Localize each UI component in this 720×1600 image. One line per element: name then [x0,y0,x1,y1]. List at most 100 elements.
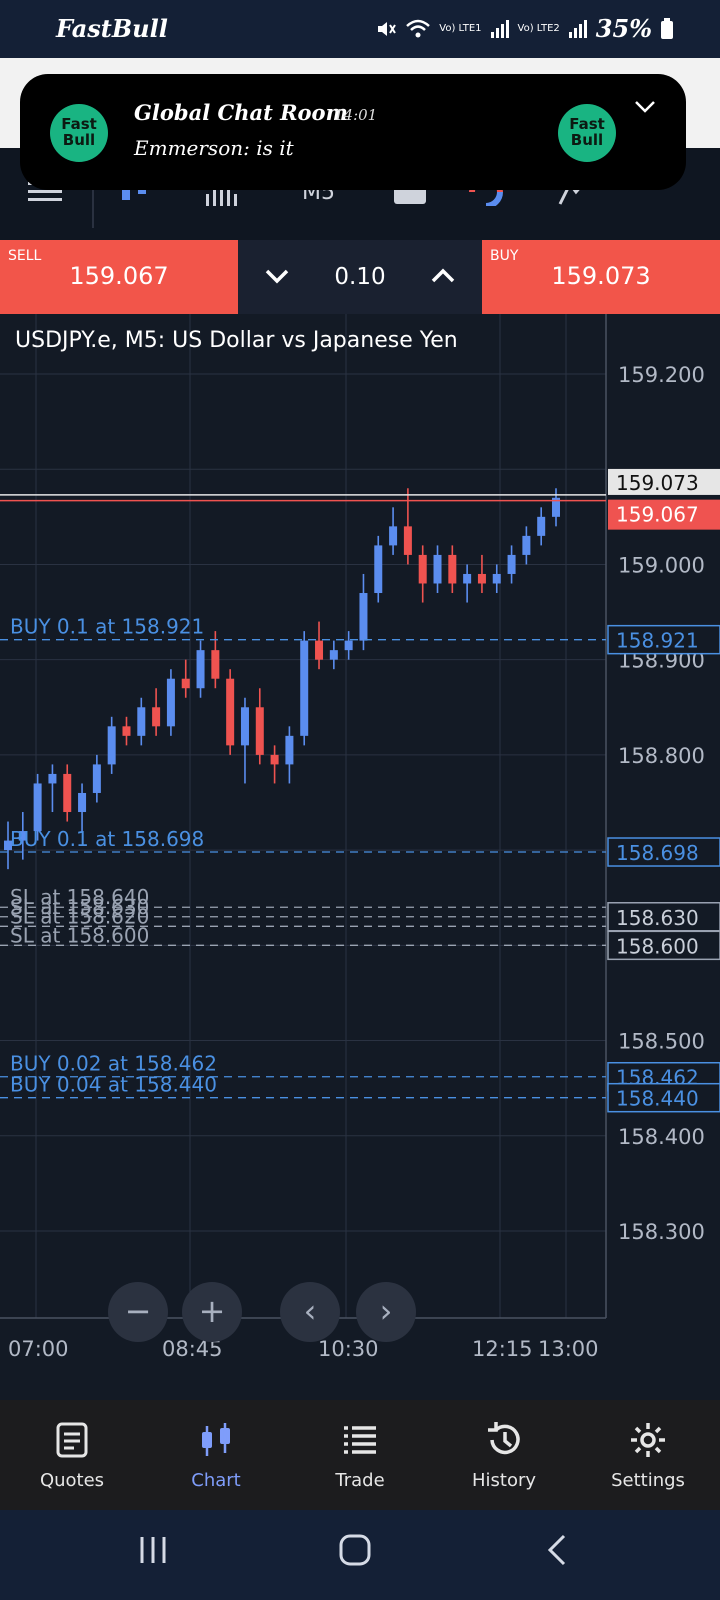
candle-body [240,707,249,746]
order-price-tag-text: 158.698 [616,841,699,865]
sell-button[interactable]: SELL 159.067 [0,240,238,314]
price-chart[interactable]: 159.200 159.000 158.900 158.800 158.500 158.4… [0,314,720,1400]
candle-body [329,650,338,660]
expand-chevron-icon[interactable] [634,100,656,114]
candle-body [63,773,72,813]
candle [552,488,560,527]
nav-settings-label: Settings [611,1470,685,1491]
buy-price: 159.073 [551,262,651,290]
candle-body [78,792,87,813]
candle [33,773,42,841]
candle [359,573,368,651]
back-icon[interactable] [546,1534,568,1566]
zoom-in-button[interactable]: + [182,1282,242,1342]
nav-chart[interactable]: Chart [144,1400,288,1510]
objects-icon[interactable] [392,182,428,206]
nav-history-label: History [471,1470,537,1491]
sell-price: 159.067 [69,262,169,290]
candle-body [537,516,546,536]
candle-body [359,593,368,641]
battery-icon [661,17,673,39]
fastbull-logo-left: Fast Bull [50,104,108,162]
candle-body [300,640,309,736]
history-icon [488,1422,520,1455]
nav-trade-label: Trade [335,1470,385,1491]
quotes-icon [56,1422,88,1458]
scroll-left-button[interactable]: ‹ [280,1282,340,1342]
nav-settings[interactable]: Settings [576,1400,720,1510]
indicator-icon[interactable] [204,184,240,206]
candle [240,697,249,784]
sl-line-label: SL at 158.630 [10,895,149,919]
candle-body [389,526,398,546]
battery-percent: 35% [595,14,652,43]
notification-title: Global Chat Room [134,100,348,125]
recent-apps-icon[interactable] [138,1534,168,1566]
wifi-icon [406,19,431,37]
mute-icon [378,21,397,36]
system-nav-bar [0,1510,720,1600]
trade-bar: SELL 159.067 0.10 BUY 159.073 [0,240,720,314]
chat-notification[interactable]: Fast Bull Global Chat Room 14:01 Emmerso… [20,74,686,190]
price-axis-label: 159.000 [618,553,705,577]
network-2-label: Vo) LTE2 [517,22,560,34]
candle-body [463,573,472,584]
order-price-tag-text: 158.440 [616,1087,699,1111]
volume-value[interactable]: 0.10 [334,264,386,290]
candle-body [403,526,412,555]
candle [329,640,338,670]
time-axis-label: 07:00 [8,1337,69,1361]
signal-1-icon [490,19,509,38]
network-1-label: Vo) LTE1 [439,22,482,34]
candle [48,764,57,813]
candle [211,631,220,689]
bottom-nav: Quotes Chart Trade History Settings [0,1400,720,1510]
candle-body [122,726,131,736]
candle [92,754,101,803]
sl-line-label: SL at 158.600 [10,923,149,947]
candle-body [315,640,324,660]
status-bar: FastBull Vo) LTE1 Vo) LTE2 35% [0,0,720,58]
time-axis-label: 12:15 [472,1337,533,1361]
zoom-out-button[interactable]: − [108,1282,168,1342]
candle-body [285,735,294,765]
decrease-volume-icon[interactable] [264,268,290,286]
price-axis-label: 158.500 [618,1030,705,1054]
nav-trade[interactable]: Trade [288,1400,432,1510]
home-icon[interactable] [338,1534,372,1566]
candle [492,564,501,594]
price-axis-label: 158.300 [618,1220,705,1244]
price-axis-label: 158.400 [618,1125,705,1149]
candle-body [92,764,101,793]
scroll-right-button[interactable]: › [356,1282,416,1342]
nav-chart-label: Chart [191,1470,241,1491]
chart-canvas[interactable]: 159.200159.000158.900158.800158.500158.4… [0,314,720,1400]
chart-title: USDJPY.e, M5: US Dollar vs Japanese Yen [15,328,458,353]
candle [300,631,309,746]
order-price-tag [607,1082,720,1113]
candle-body [33,783,42,832]
nav-quotes[interactable]: Quotes [0,1400,144,1510]
candle [181,659,190,698]
order-line-label: BUY 0.04 at 158.440 [10,1073,217,1097]
candle [255,688,264,765]
time-axis-label: 10:30 [318,1337,379,1361]
candle [152,688,161,736]
buy-button[interactable]: BUY 159.073 [482,240,720,314]
candle-body [552,497,560,517]
candle-body [344,640,353,651]
increase-volume-icon[interactable] [430,266,456,284]
candle [315,621,324,670]
candle [463,564,472,603]
order-line-label: BUY 0.1 at 158.921 [10,615,204,639]
candle [107,716,116,774]
bid-price-tag [608,499,720,530]
status-app-name: FastBull [56,14,168,43]
sell-label: SELL [8,248,42,264]
price-axis-label: 159.200 [618,363,705,387]
nav-quotes-label: Quotes [39,1470,105,1491]
nav-history[interactable]: History [432,1400,576,1510]
candle-body [374,545,383,594]
fastbull-logo-right: Fast Bull [558,104,616,162]
buy-label: BUY [490,248,519,264]
